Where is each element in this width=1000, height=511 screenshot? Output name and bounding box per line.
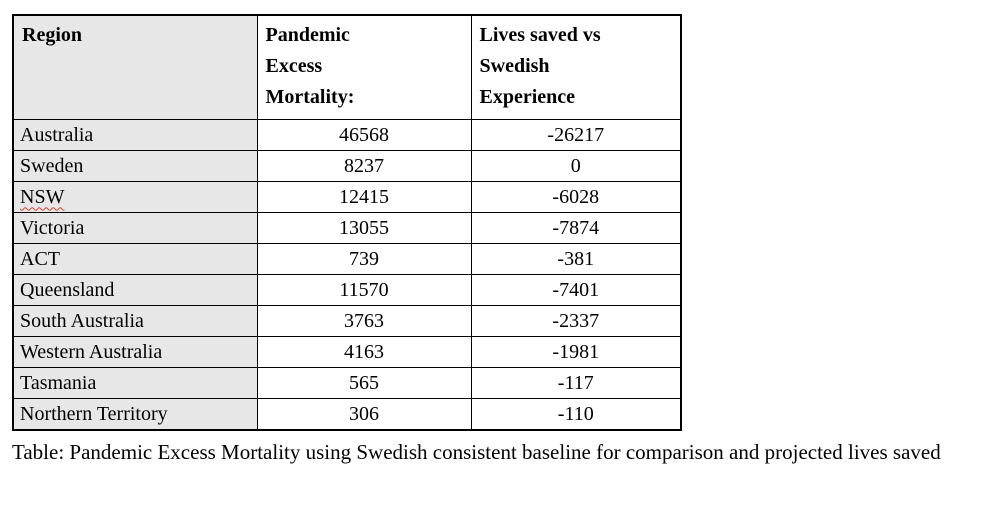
column-header-region-label: Region	[22, 24, 82, 46]
mortality-cell: 3763	[256, 305, 472, 337]
mortality-cell: 565	[256, 367, 472, 399]
header-row: Region Pandemic Excess Mortality: Lives …	[12, 14, 682, 120]
mortality-cell: 4163	[256, 336, 472, 368]
column-header-lives-saved: Lives saved vs Swedish Experience	[470, 14, 682, 120]
table-row: Northern Territory 306 -110	[12, 398, 682, 431]
lives-saved-cell: -26217	[470, 119, 682, 151]
lives-saved-cell: -2337	[470, 305, 682, 337]
column-header-pandemic-excess-mortality-label: Pandemic Excess Mortality:	[265, 24, 355, 108]
region-cell: Sweden	[12, 150, 258, 182]
region-cell: NSW	[12, 181, 258, 213]
table-caption: Table: Pandemic Excess Mortality using S…	[12, 440, 941, 464]
mortality-cell: 739	[256, 243, 472, 275]
lives-saved-cell: -117	[470, 367, 682, 399]
lives-saved-cell: -7401	[470, 274, 682, 306]
lives-saved-cell: -110	[470, 398, 682, 431]
mortality-cell: 13055	[256, 212, 472, 244]
pandemic-mortality-table: Region Pandemic Excess Mortality: Lives …	[12, 14, 682, 431]
table-row: Western Australia 4163 -1981	[12, 336, 682, 368]
region-cell: Australia	[12, 119, 258, 151]
table-row: NSW 12415 -6028	[12, 181, 682, 213]
mortality-cell: 11570	[256, 274, 472, 306]
table-row: South Australia 3763 -2337	[12, 305, 682, 337]
lives-saved-cell: 0	[470, 150, 682, 182]
mortality-cell: 306	[256, 398, 472, 431]
lives-saved-cell: -381	[470, 243, 682, 275]
region-cell: Tasmania	[12, 367, 258, 399]
spellcheck-flagged-word: NSW	[20, 185, 65, 208]
region-cell: Victoria	[12, 212, 258, 244]
column-header-lives-saved-label: Lives saved vs Swedish Experience	[479, 24, 601, 108]
column-header-pandemic-excess-mortality: Pandemic Excess Mortality:	[256, 14, 472, 120]
region-cell: ACT	[12, 243, 258, 275]
table-row: Australia 46568 -26217	[12, 119, 682, 151]
table-row: Queensland 11570 -7401	[12, 274, 682, 306]
lives-saved-cell: -1981	[470, 336, 682, 368]
region-cell: Queensland	[12, 274, 258, 306]
mortality-cell: 12415	[256, 181, 472, 213]
lives-saved-cell: -7874	[470, 212, 682, 244]
lives-saved-cell: -6028	[470, 181, 682, 213]
table-row: Sweden 8237 0	[12, 150, 682, 182]
region-cell: Northern Territory	[12, 398, 258, 431]
table-row: ACT 739 -381	[12, 243, 682, 275]
table-row: Tasmania 565 -117	[12, 367, 682, 399]
mortality-cell: 46568	[256, 119, 472, 151]
column-header-region: Region	[12, 14, 258, 120]
mortality-cell: 8237	[256, 150, 472, 182]
region-cell: South Australia	[12, 305, 258, 337]
region-cell: Western Australia	[12, 336, 258, 368]
table-row: Victoria 13055 -7874	[12, 212, 682, 244]
